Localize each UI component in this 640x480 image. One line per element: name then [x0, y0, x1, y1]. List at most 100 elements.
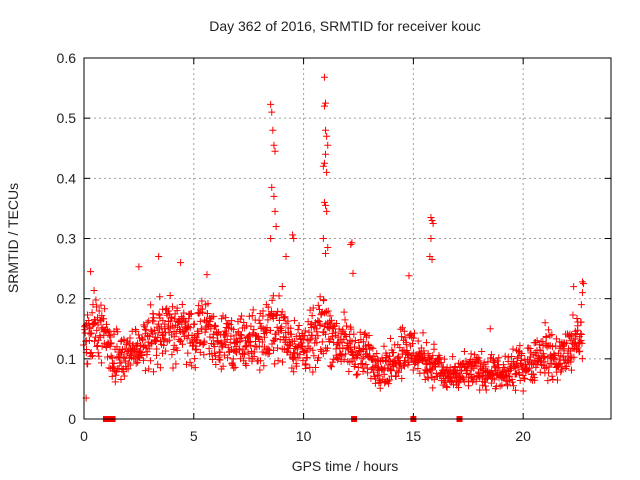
data-point	[282, 253, 290, 261]
data-point	[449, 353, 457, 361]
data-point	[290, 235, 298, 242]
data-point	[539, 338, 547, 346]
data-point	[323, 132, 331, 140]
data-point	[198, 297, 206, 305]
y-tick-label: 0	[68, 411, 76, 427]
data-point	[501, 352, 509, 360]
data-point	[248, 312, 256, 320]
data-point	[512, 386, 520, 394]
data-point	[332, 320, 340, 328]
data-point	[168, 303, 176, 311]
data-point	[191, 355, 199, 363]
data-point	[218, 315, 226, 323]
data-point	[290, 337, 298, 345]
data-point	[386, 352, 394, 360]
data-point	[387, 366, 395, 374]
data-point	[230, 364, 238, 372]
data-point	[397, 325, 405, 333]
x-tick-label: 0	[80, 428, 88, 444]
data-point	[275, 292, 283, 300]
data-point	[96, 333, 104, 341]
data-point	[87, 268, 95, 276]
data-point	[429, 384, 437, 392]
data-point	[271, 360, 279, 368]
data-point	[111, 378, 119, 386]
data-point	[295, 321, 303, 329]
data-point	[574, 344, 582, 352]
data-point	[529, 371, 537, 379]
data-point	[535, 341, 543, 349]
data-point	[195, 329, 203, 337]
data-point	[571, 335, 579, 343]
data-point	[239, 349, 247, 357]
data-point	[567, 337, 575, 345]
data-point	[270, 141, 278, 149]
data-point	[308, 312, 316, 320]
data-point	[505, 377, 513, 385]
data-point	[196, 339, 204, 347]
data-point	[289, 231, 297, 239]
data-point	[570, 283, 578, 291]
data-point	[541, 319, 549, 327]
data-point	[359, 338, 367, 346]
data-point	[215, 353, 223, 361]
data-point	[147, 301, 155, 309]
data-point	[126, 334, 134, 342]
data-point	[245, 312, 253, 320]
data-point	[322, 201, 330, 209]
data-point	[367, 374, 375, 382]
data-point	[326, 324, 334, 332]
data-point	[350, 355, 358, 363]
data-point	[219, 362, 227, 370]
data-point	[182, 360, 190, 368]
data-point	[275, 316, 283, 324]
data-point	[124, 338, 132, 346]
data-point	[152, 351, 160, 359]
data-point	[258, 338, 266, 346]
data-point	[420, 351, 428, 359]
data-point	[223, 335, 231, 343]
data-point	[496, 382, 504, 390]
data-point	[577, 318, 585, 326]
data-point	[436, 354, 444, 362]
data-point	[95, 307, 103, 315]
data-point	[262, 328, 270, 336]
data-point	[310, 352, 318, 360]
data-point	[89, 352, 97, 360]
data-point	[322, 250, 330, 258]
data-point	[409, 340, 417, 348]
data-point	[567, 366, 575, 374]
data-point	[320, 198, 328, 206]
data-point	[324, 244, 332, 252]
data-point	[269, 126, 277, 134]
data-point	[81, 321, 89, 329]
data-point	[409, 366, 417, 374]
data-point	[271, 207, 279, 215]
data-point	[309, 346, 317, 354]
data-point	[260, 362, 268, 370]
data-point	[124, 365, 132, 373]
data-point	[347, 241, 355, 249]
data-point	[424, 349, 432, 357]
data-point	[188, 362, 196, 370]
data-point	[132, 327, 140, 335]
data-point	[173, 304, 181, 312]
data-point	[401, 334, 409, 342]
data-point	[329, 358, 337, 366]
data-point	[150, 317, 158, 325]
data-point	[467, 350, 475, 358]
data-point	[284, 317, 292, 325]
data-point	[190, 320, 198, 328]
data-point	[195, 310, 203, 318]
data-point	[437, 358, 445, 366]
data-point	[88, 329, 96, 337]
data-point	[169, 322, 177, 330]
data-point	[356, 328, 364, 336]
data-point	[350, 330, 358, 338]
data-point	[166, 291, 174, 299]
data-point	[410, 334, 418, 342]
data-point	[267, 100, 275, 108]
data-point	[548, 331, 556, 339]
data-point	[196, 348, 204, 356]
data-point	[141, 367, 149, 375]
